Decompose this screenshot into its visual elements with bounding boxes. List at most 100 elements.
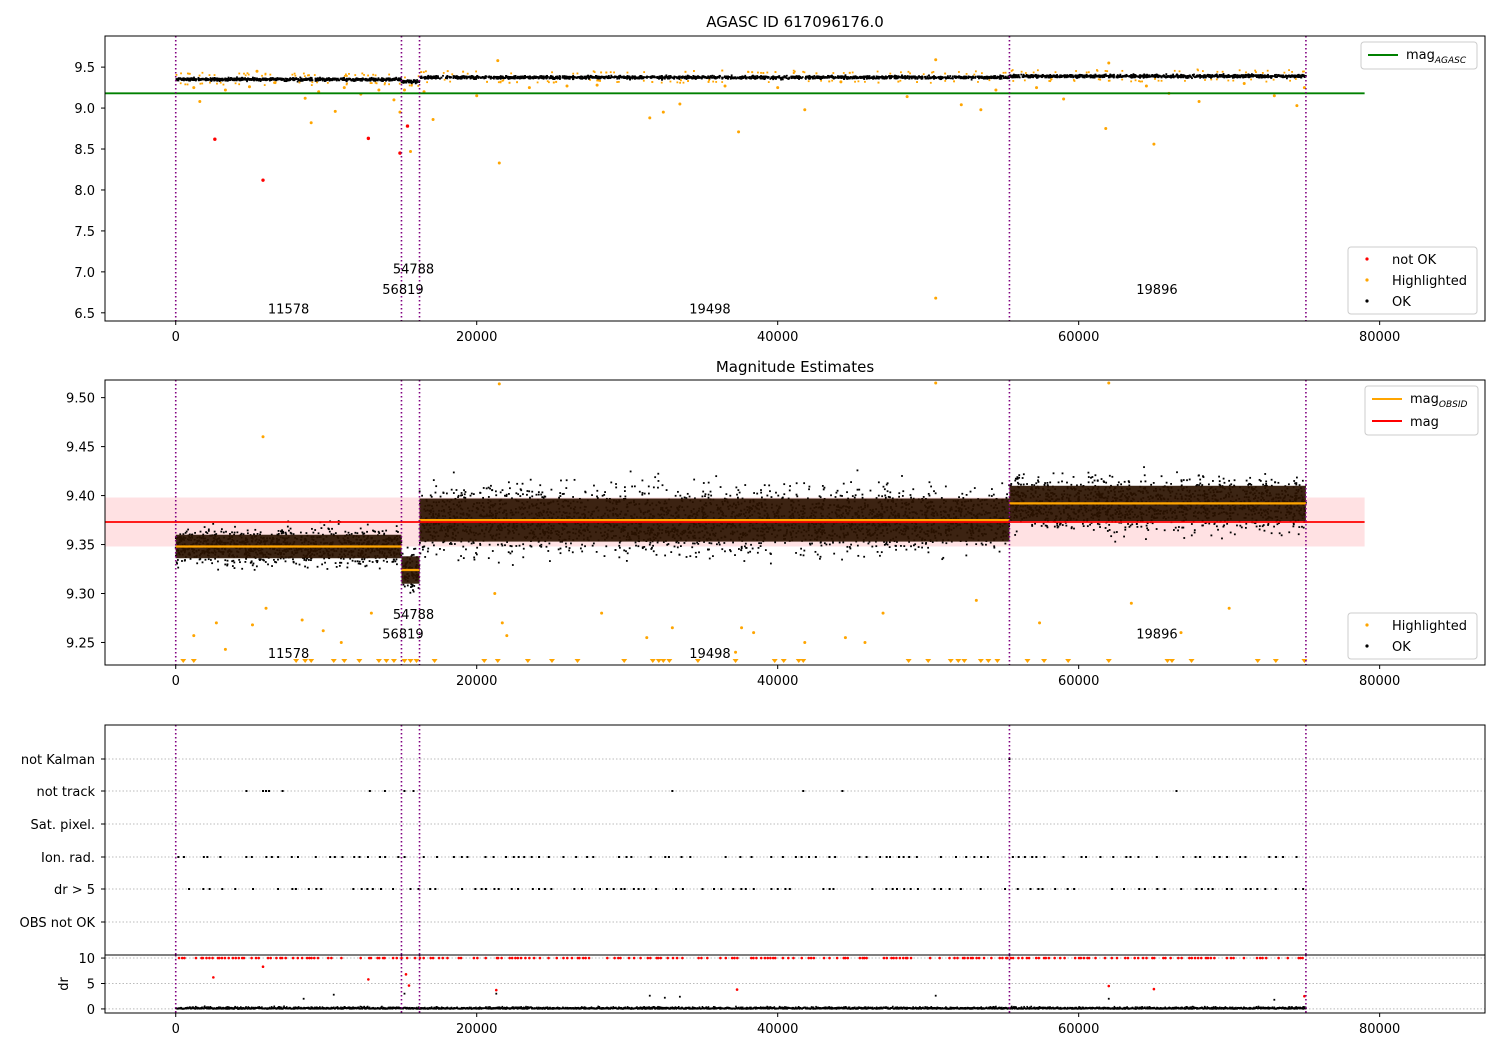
ok-point <box>1059 74 1062 77</box>
ok-point <box>1294 76 1297 78</box>
ok-point <box>484 76 487 79</box>
ok-point <box>1270 77 1273 79</box>
ok-point <box>253 77 256 79</box>
ok-point <box>571 76 573 79</box>
ok-point <box>704 76 707 78</box>
ok-point <box>579 76 581 79</box>
highlighted-point <box>303 96 307 100</box>
ok-point <box>1075 76 1078 78</box>
ok-point <box>320 77 323 80</box>
not-ok-point <box>405 124 410 128</box>
ok-point <box>306 566 309 569</box>
ok-point <box>1112 76 1115 79</box>
highlighted-point <box>1024 72 1027 74</box>
ok-point <box>477 75 480 78</box>
highlighted-point <box>651 81 654 83</box>
ok-point <box>1070 74 1073 77</box>
ok-point <box>709 75 712 78</box>
ok-point <box>1294 74 1297 77</box>
ok-point <box>725 75 728 78</box>
ok-point <box>363 558 366 561</box>
ok-point <box>393 79 396 81</box>
ok-point <box>1095 75 1098 78</box>
ok-point <box>510 77 513 79</box>
ok-point <box>599 77 602 80</box>
ok-point <box>642 77 645 80</box>
highlighted-point <box>751 71 754 74</box>
ok-point <box>772 78 775 81</box>
ok-point <box>782 76 785 79</box>
ok-point <box>334 532 337 534</box>
ok-point <box>1251 74 1253 77</box>
highlighted-point <box>475 94 479 98</box>
ok-point <box>880 76 883 79</box>
ok-point <box>954 76 957 79</box>
ok-point <box>1012 73 1015 76</box>
ok-point <box>410 82 413 85</box>
ok-point <box>717 75 719 78</box>
ok-point <box>805 75 807 78</box>
ok-point <box>685 78 688 80</box>
ok-point <box>1012 76 1015 79</box>
ok-point <box>594 75 597 77</box>
ok-point <box>1145 75 1148 78</box>
ok-point <box>785 74 788 77</box>
highlighted-point <box>1012 80 1015 82</box>
ok-point <box>226 79 229 82</box>
ok-point <box>248 79 251 81</box>
not-ok-point <box>366 136 371 141</box>
ok-point <box>855 77 858 80</box>
ok-point <box>202 78 204 81</box>
highlighted-point <box>291 73 294 76</box>
ok-point <box>937 76 940 78</box>
ok-point <box>475 77 477 80</box>
ok-point <box>326 78 329 81</box>
ok-point <box>1187 75 1190 78</box>
ok-point <box>553 76 556 79</box>
ok-point <box>1083 76 1086 79</box>
ok-point <box>881 75 884 78</box>
ok-point <box>372 79 375 82</box>
ok-point <box>624 77 626 79</box>
ok-point <box>982 76 985 79</box>
ok-point <box>374 78 377 81</box>
ok-point <box>232 79 235 82</box>
highlighted-point <box>877 81 880 84</box>
highlighted-point <box>261 74 263 77</box>
ok-point <box>293 78 296 81</box>
ok-point <box>425 77 428 80</box>
ok-point <box>1203 75 1205 77</box>
highlighted-point <box>848 71 851 74</box>
highlighted-point <box>889 72 892 75</box>
ok-point <box>1058 76 1061 79</box>
ok-point <box>924 76 927 78</box>
ok-point <box>929 77 932 79</box>
ok-point <box>220 528 223 531</box>
ok-point <box>356 77 359 80</box>
ok-point <box>965 77 968 80</box>
ok-point <box>830 76 833 79</box>
highlighted-point <box>572 72 575 75</box>
ok-point <box>311 527 313 530</box>
ok-point <box>383 532 386 535</box>
ok-point <box>765 75 768 78</box>
ok-point <box>658 75 661 78</box>
ok-point <box>1049 73 1052 76</box>
ok-point <box>843 78 845 80</box>
highlighted-point <box>1032 71 1035 74</box>
ok-point <box>470 75 473 78</box>
ok-point <box>629 77 632 79</box>
ok-point <box>476 75 479 78</box>
highlighted-point <box>188 72 191 75</box>
ok-point <box>872 77 875 80</box>
ok-point <box>240 77 242 80</box>
ok-point <box>815 76 817 79</box>
ok-point <box>407 80 410 83</box>
highlighted-point <box>1097 78 1100 81</box>
ok-point <box>325 77 328 80</box>
ok-point <box>346 77 348 80</box>
highlighted-point <box>1144 84 1148 88</box>
ok-point <box>1027 75 1030 78</box>
ok-point <box>772 75 775 78</box>
legend-marker-not-ok <box>1365 257 1369 261</box>
